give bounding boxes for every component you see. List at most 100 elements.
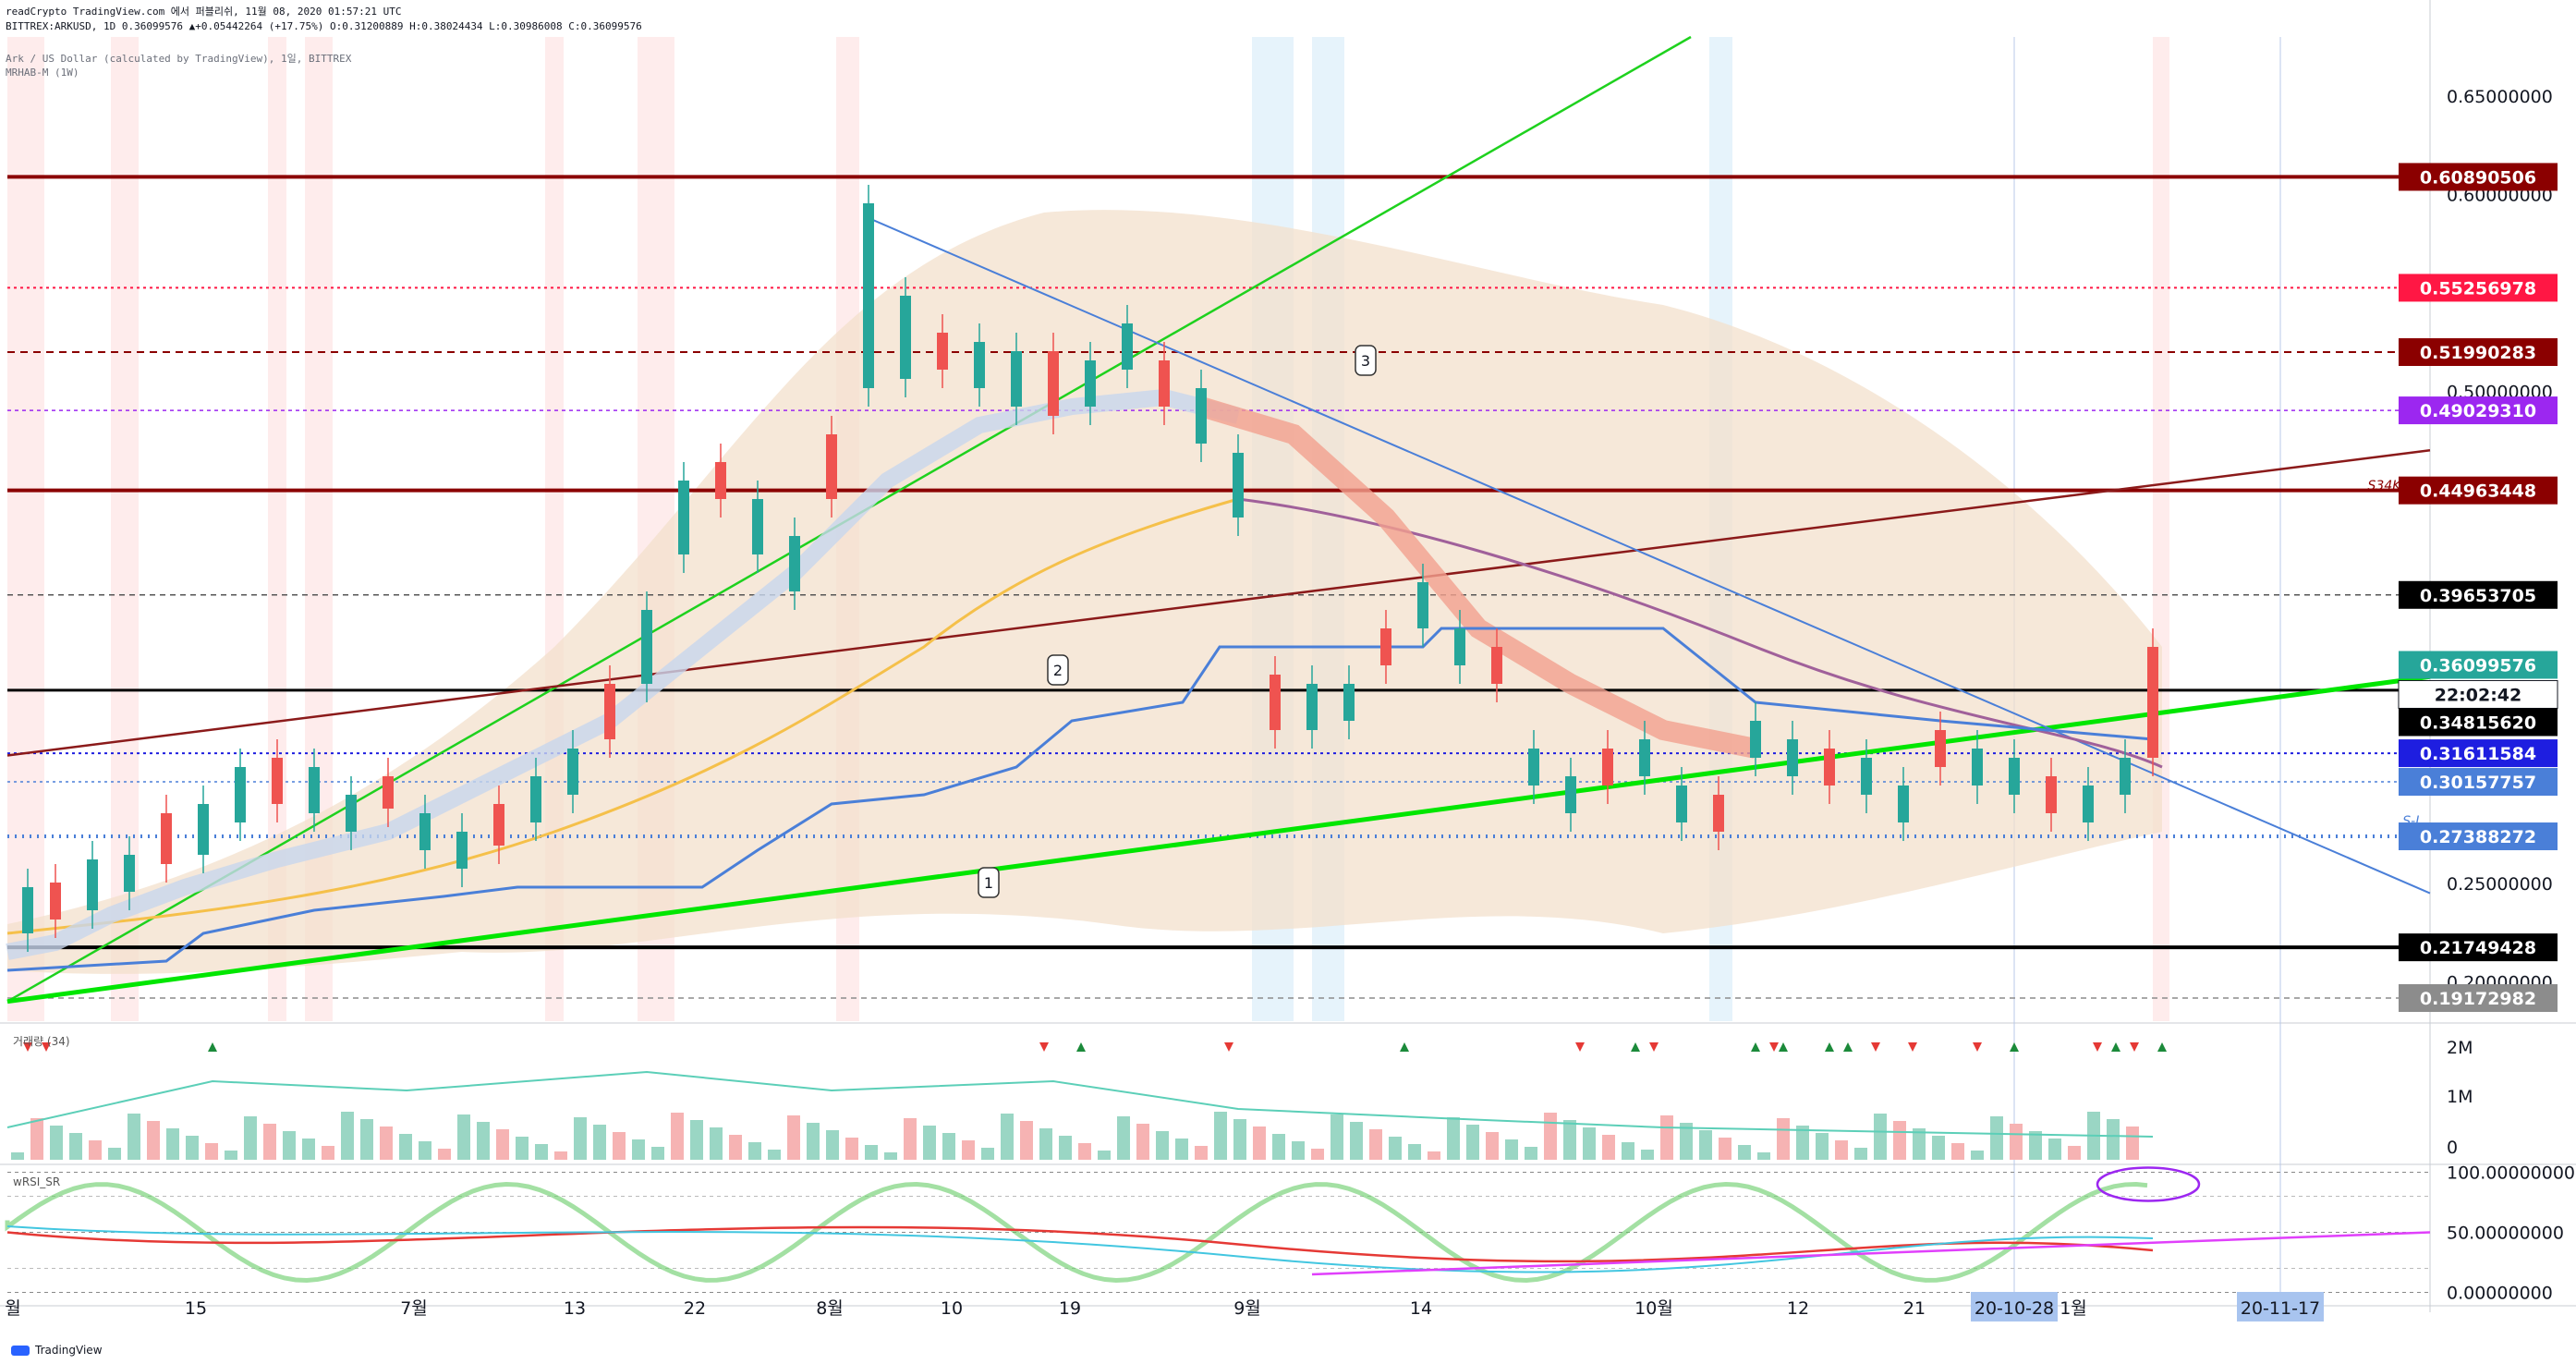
- candle-body: [1417, 582, 1428, 628]
- volume-bar: [1835, 1140, 1848, 1160]
- price-label-text: 0.34815620: [2420, 712, 2536, 733]
- price-label-box: [2399, 708, 2558, 737]
- price-label-box: [2399, 338, 2558, 367]
- rsi-wave: [5, 1182, 2148, 1283]
- candle-body: [752, 499, 763, 554]
- signal-marker: [2130, 1042, 2139, 1052]
- volume-bar: [1544, 1113, 1557, 1160]
- rsi-tick-label: 50.00000000: [2447, 1224, 2564, 1244]
- volume-bar: [787, 1115, 800, 1160]
- volume-bar: [826, 1130, 839, 1160]
- volume-bar: [1311, 1149, 1324, 1160]
- candle-body: [1048, 351, 1059, 416]
- volume-bar: [2029, 1131, 2042, 1160]
- volume-panel-title: 거래량 (34): [13, 1035, 70, 1048]
- signal-marker: [2010, 1042, 2019, 1052]
- candle-body: [567, 749, 578, 795]
- volume-bar: [11, 1152, 24, 1160]
- signal-marker: [1224, 1042, 1233, 1052]
- volume-bar: [1039, 1128, 1052, 1160]
- volume-bar: [360, 1119, 373, 1160]
- volume-bar: [166, 1128, 179, 1160]
- price-label-box: [2399, 396, 2558, 425]
- volume-bar: [1020, 1121, 1033, 1160]
- volume-bar: [942, 1133, 955, 1160]
- signal-marker: [1973, 1042, 1982, 1052]
- candle-body: [22, 887, 33, 933]
- candle-body: [309, 767, 320, 813]
- volume-bar: [1990, 1116, 2003, 1160]
- volume-bar: [710, 1127, 723, 1160]
- volume-tick-label: 0: [2447, 1138, 2458, 1158]
- volume-bar: [1680, 1123, 1693, 1160]
- volume-bar: [768, 1150, 781, 1160]
- volume-bar: [2107, 1119, 2120, 1160]
- volume-bar: [2048, 1139, 2061, 1160]
- signal-marker: [1779, 1042, 1788, 1052]
- orange-ma: [6, 497, 1239, 935]
- price-label-text: 0.27388272: [2420, 827, 2536, 847]
- candle-body: [1787, 739, 1798, 776]
- signal-marker: [1039, 1042, 1049, 1052]
- candle-body: [1565, 776, 1576, 813]
- volume-bar: [574, 1117, 587, 1160]
- annotation-callout: [978, 867, 1000, 898]
- price-label-box: [2399, 984, 2558, 1013]
- candle-body: [1196, 388, 1207, 444]
- time-tick-label: 7월: [400, 1298, 428, 1319]
- time-tick-label: 14: [1410, 1298, 1432, 1319]
- volume-bar: [1602, 1135, 1615, 1160]
- volume-bar: [244, 1116, 257, 1160]
- time-tick-label: 19: [1059, 1298, 1081, 1319]
- price-tick-label: 0.65000000: [2447, 87, 2553, 107]
- candle-body: [1122, 323, 1133, 370]
- signal-marker: [2157, 1042, 2167, 1052]
- volume-bar: [1195, 1146, 1208, 1160]
- candle-body: [530, 776, 541, 822]
- price-label-box: [2399, 822, 2558, 851]
- volume-bar: [1622, 1142, 1634, 1160]
- volume-bar: [1233, 1119, 1246, 1160]
- volume-bar: [1505, 1139, 1518, 1160]
- signal-marker: [23, 1042, 32, 1052]
- volume-bar: [632, 1139, 645, 1160]
- annotation-label: 2: [1053, 662, 1063, 679]
- volume-bar: [845, 1138, 858, 1160]
- candle-body: [1159, 360, 1170, 407]
- time-tick-label: 22: [684, 1298, 706, 1319]
- rsi-trendline: [1311, 1231, 2431, 1276]
- price-label-box: [2399, 476, 2558, 505]
- signal-marker: [1400, 1042, 1409, 1052]
- footer-brand[interactable]: TradingView: [11, 1344, 103, 1357]
- volume-bar: [884, 1152, 897, 1160]
- volume-bar: [671, 1113, 684, 1160]
- price-label-text: 0.60890506: [2420, 167, 2536, 188]
- volume-bar: [748, 1142, 761, 1160]
- volume-bar: [1854, 1148, 1867, 1160]
- volume-bar: [108, 1148, 121, 1160]
- green-trendline-1: [6, 674, 2431, 1005]
- volume-bar: [1389, 1137, 1402, 1160]
- volume-bar: [1660, 1115, 1673, 1160]
- volume-bar: [128, 1114, 140, 1160]
- signal-marker: [1769, 1042, 1779, 1052]
- candle-body: [493, 804, 504, 846]
- volume-bar: [2010, 1124, 2023, 1160]
- chart-title: Ark / US Dollar (calculated by TradingVi…: [6, 53, 352, 65]
- signal-marker: [2093, 1042, 2102, 1052]
- candle-body: [1085, 360, 1096, 407]
- time-tick-label: 20-10-28: [1975, 1298, 2054, 1319]
- volume-bar: [1059, 1136, 1072, 1160]
- rsi-line: [6, 1225, 2154, 1273]
- price-label-box: [2399, 651, 2558, 679]
- volume-bar: [1001, 1114, 1014, 1160]
- time-tick-label: 1월: [2060, 1298, 2087, 1319]
- darkred-trendline-2: [6, 449, 2431, 757]
- volume-bar: [1136, 1124, 1149, 1160]
- candle-body: [383, 776, 394, 809]
- candle-body: [2147, 647, 2158, 758]
- price-label-text: 0.21749428: [2420, 938, 2536, 958]
- time-tick-label: 21: [1903, 1298, 1926, 1319]
- time-axis-highlight: [2237, 1292, 2324, 1321]
